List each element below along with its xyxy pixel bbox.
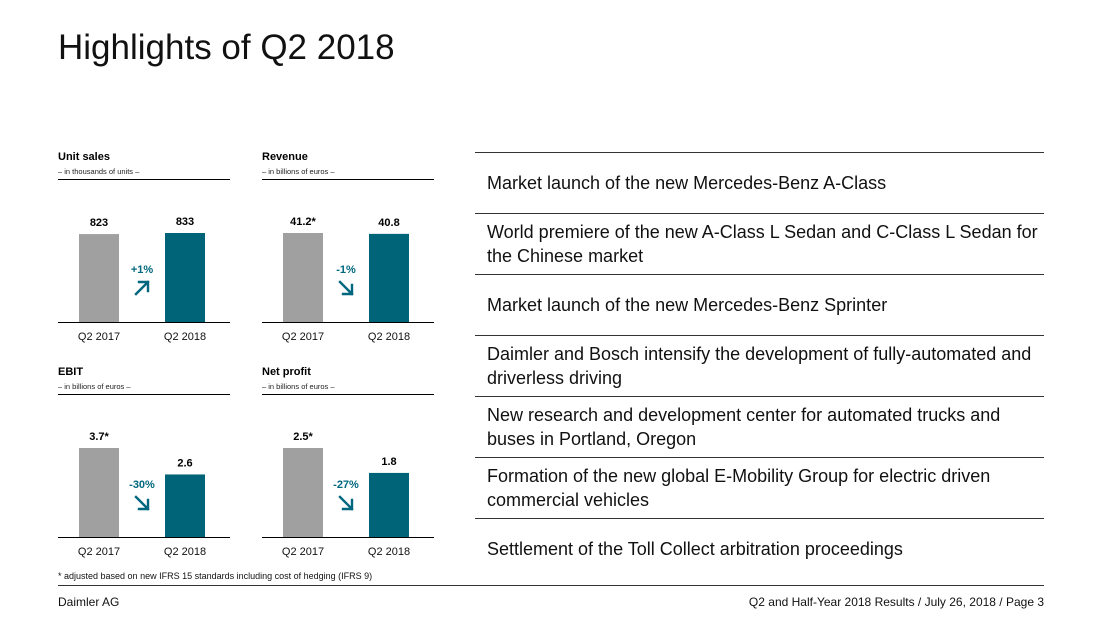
bar-q2-2017	[79, 234, 119, 322]
revenue-chart: Revenue – in billions of euros – 41.2* Q2…	[262, 151, 438, 351]
net-profit-plot: 2.5* Q2 2017 1.8 Q2 2018 -27%	[262, 431, 434, 558]
category-label: Q2 2017	[282, 546, 324, 558]
chart-title-rule	[262, 394, 434, 395]
data-label: 2.6	[177, 457, 192, 469]
change-label: -27%	[333, 479, 359, 491]
chart-subtitle: – in billions of euros –	[58, 382, 131, 391]
chart-title: EBIT	[58, 366, 84, 378]
bar-q2-2017	[283, 448, 323, 537]
arrow-down-right-icon	[338, 280, 354, 296]
data-label: 41.2*	[290, 216, 316, 228]
chart-title-rule	[262, 179, 434, 180]
chart-subtitle: – in thousands of units –	[58, 167, 140, 176]
ebit-plot: 3.7* Q2 2017 2.6 Q2 2018 -30%	[58, 431, 230, 558]
category-label: Q2 2018	[164, 546, 206, 558]
bar-q2-2018	[165, 474, 205, 537]
footer-info: Q2 and Half-Year 2018 Results / July 26,…	[748, 595, 1044, 609]
data-label: 40.8	[378, 217, 399, 229]
data-label: 3.7*	[89, 431, 109, 443]
footnote: * adjusted based on new IFRS 15 standard…	[58, 571, 373, 581]
list-item: Formation of the new global E-Mobility G…	[475, 457, 1044, 518]
footer-divider	[58, 585, 1044, 586]
net-profit-chart: Net profit – in billions of euros – 2.5*…	[262, 366, 438, 566]
chart-title-rule	[58, 394, 230, 395]
list-item: World premiere of the new A-Class L Seda…	[475, 213, 1044, 274]
category-label: Q2 2018	[368, 331, 410, 343]
chart-subtitle: – in billions of euros –	[262, 382, 335, 391]
change-label: -1%	[336, 264, 356, 276]
list-item: Market launch of the new Mercedes-Benz A…	[475, 152, 1044, 213]
chart-title: Revenue	[262, 151, 308, 163]
bar-q2-2017	[79, 448, 119, 537]
ebit-chart: EBIT – in billions of euros – 3.7* Q2 201…	[58, 366, 234, 566]
chart-title: Net profit	[262, 366, 311, 378]
unit-sales-plot: 823 Q2 2017 833 Q2 2018 +1%	[58, 216, 230, 343]
category-label: Q2 2018	[164, 331, 206, 343]
highlights-list: Market launch of the new Mercedes-Benz A…	[475, 152, 1044, 579]
category-label: Q2 2018	[368, 546, 410, 558]
list-item: Market launch of the new Mercedes-Benz S…	[475, 274, 1044, 335]
list-item: Settlement of the Toll Collect arbitrati…	[475, 518, 1044, 579]
list-item: New research and development center for …	[475, 396, 1044, 457]
bar-q2-2018	[165, 233, 205, 322]
category-label: Q2 2017	[78, 546, 120, 558]
change-label: +1%	[131, 264, 154, 276]
data-label: 2.5*	[293, 431, 313, 443]
data-label: 833	[176, 216, 194, 228]
unit-sales-chart: Unit sales – in thousands of units – 823…	[58, 151, 234, 351]
category-label: Q2 2017	[282, 331, 324, 343]
change-label: -30%	[129, 479, 155, 491]
arrow-down-right-icon	[338, 495, 354, 511]
arrow-down-right-icon	[134, 495, 150, 511]
page-title: Highlights of Q2 2018	[58, 28, 395, 67]
bar-q2-2018	[369, 472, 409, 537]
footer-company: Daimler AG	[58, 595, 120, 609]
data-label: 823	[90, 217, 108, 229]
list-item: Daimler and Bosch intensify the developm…	[475, 335, 1044, 396]
chart-title: Unit sales	[58, 151, 110, 163]
chart-subtitle: – in billions of euros –	[262, 167, 335, 176]
category-label: Q2 2017	[78, 331, 120, 343]
arrow-up-right-icon	[134, 280, 150, 296]
chart-title-rule	[58, 179, 230, 180]
bar-q2-2018	[369, 233, 409, 322]
revenue-plot: 41.2* Q2 2017 40.8 Q2 2018 -1%	[262, 216, 434, 343]
data-label: 1.8	[381, 456, 396, 468]
bar-q2-2017	[283, 233, 323, 322]
